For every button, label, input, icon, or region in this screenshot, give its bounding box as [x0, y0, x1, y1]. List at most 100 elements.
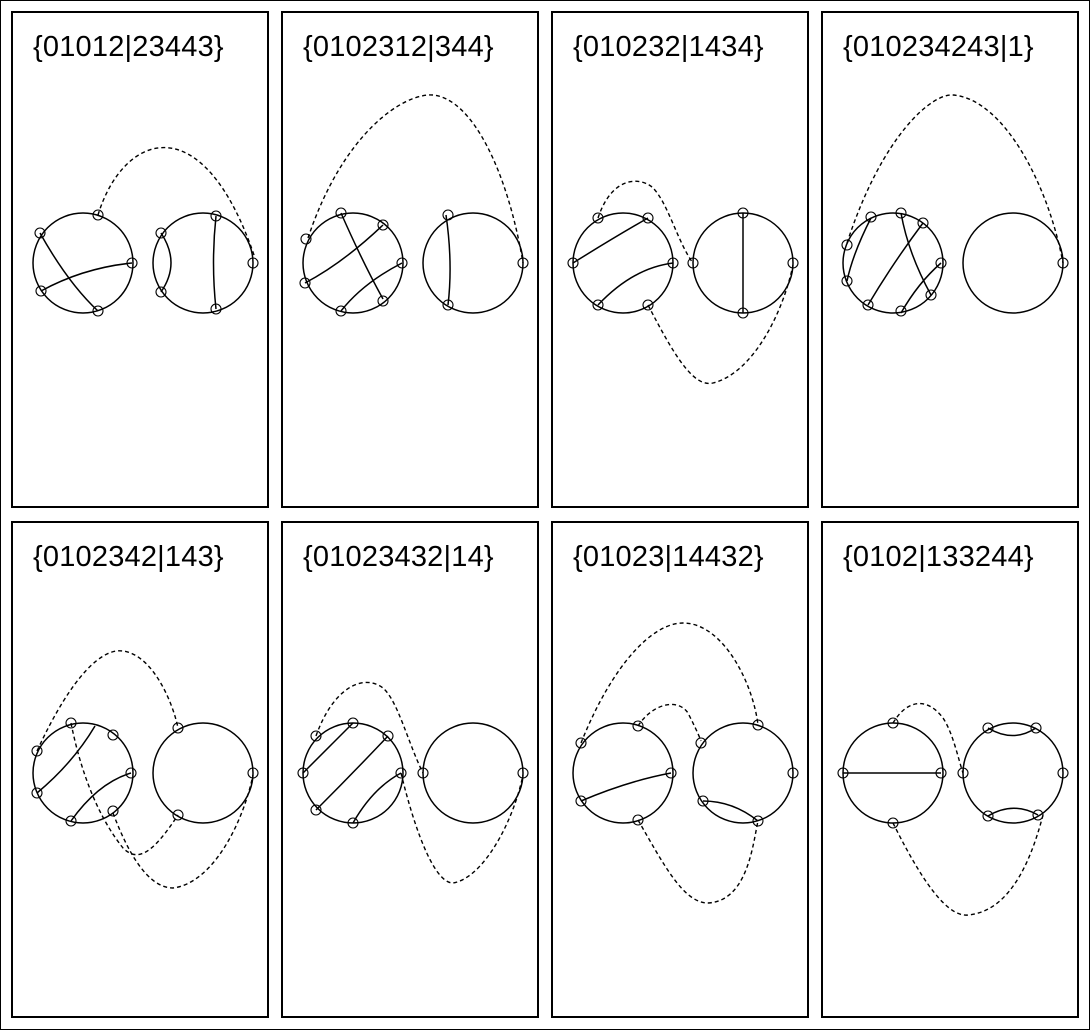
node-marker — [697, 795, 709, 807]
node-marker — [31, 745, 43, 757]
dashed-connection — [637, 703, 702, 742]
node-marker — [107, 729, 119, 741]
node-marker — [1057, 257, 1069, 269]
node-marker — [442, 299, 454, 311]
node-marker — [642, 212, 654, 224]
chord — [160, 232, 172, 293]
node-marker — [417, 767, 429, 779]
left-circle — [842, 212, 944, 314]
node-marker — [335, 305, 347, 317]
node-marker — [887, 817, 899, 829]
node-marker — [347, 817, 359, 829]
chord-diagram — [32, 146, 259, 317]
panel-label: {0102|133244} — [843, 541, 1034, 573]
chord — [597, 262, 674, 306]
dashed-connection — [846, 94, 1064, 264]
node-marker — [935, 257, 947, 269]
node-marker — [31, 787, 43, 799]
chord — [315, 735, 389, 811]
node-marker — [841, 275, 853, 287]
chord-diagram — [297, 681, 529, 884]
node-marker — [925, 289, 937, 301]
node-marker — [887, 717, 899, 729]
node-marker — [126, 257, 138, 269]
node-marker — [299, 277, 311, 289]
panel-8: {0102|133244} — [821, 521, 1079, 1018]
node-marker — [737, 307, 749, 319]
chord — [987, 727, 1037, 737]
node-marker — [575, 795, 587, 807]
dashed-connection — [307, 94, 524, 264]
node-marker — [695, 737, 707, 749]
node-marker — [575, 737, 587, 749]
node-marker — [377, 295, 389, 307]
panel-7: {01023|14432} — [551, 521, 809, 1018]
node-marker — [1032, 809, 1044, 821]
chord-diagram — [841, 94, 1069, 317]
node-marker — [347, 717, 359, 729]
panel-label: {0102342|143} — [33, 541, 224, 573]
node-marker — [172, 809, 184, 821]
node-marker — [592, 212, 604, 224]
node-marker — [155, 286, 167, 298]
node-marker — [917, 217, 929, 229]
dashed-connection — [580, 622, 759, 744]
left-circle — [302, 212, 404, 314]
dashed-connection — [637, 819, 759, 904]
node-marker — [592, 299, 604, 311]
chord — [572, 217, 649, 264]
node-marker — [895, 207, 907, 219]
right-circle — [422, 212, 524, 314]
node-marker — [667, 257, 679, 269]
left-circle — [32, 722, 134, 824]
node-marker — [517, 767, 529, 779]
dashed-connection — [97, 146, 256, 259]
panel-5: {0102342|143} — [11, 521, 269, 1018]
node-marker — [1030, 722, 1042, 734]
dashed-connection — [647, 264, 794, 385]
node-marker — [957, 767, 969, 779]
chord — [340, 212, 384, 300]
node-marker — [35, 285, 47, 297]
chord — [867, 222, 924, 306]
chord — [340, 262, 403, 312]
panel-label: {010234243|1} — [843, 31, 1034, 63]
right-circle — [962, 212, 1064, 314]
left-circle — [32, 212, 134, 314]
chord — [900, 212, 932, 296]
node-marker — [377, 219, 389, 231]
node-marker — [395, 767, 407, 779]
node-marker — [935, 767, 947, 779]
node-marker — [862, 299, 874, 311]
node-marker — [310, 804, 322, 816]
node-marker — [865, 211, 877, 223]
panel-2: {0102312|344} — [281, 11, 539, 508]
dashed-connection — [70, 722, 179, 856]
node-marker — [982, 810, 994, 822]
node-marker — [787, 257, 799, 269]
chord — [40, 262, 133, 292]
chord-diagram — [567, 180, 799, 385]
node-marker — [65, 815, 77, 827]
dashed-connection — [400, 772, 524, 884]
node-marker — [107, 805, 119, 817]
panel-label: {01012|23443} — [33, 31, 224, 63]
node-marker — [300, 233, 312, 245]
node-marker — [382, 730, 394, 742]
node-marker — [752, 815, 764, 827]
node-marker — [396, 257, 408, 269]
node-marker — [335, 207, 347, 219]
node-marker — [247, 257, 259, 269]
panel-6: {01023432|14} — [281, 521, 539, 1018]
chord — [580, 772, 672, 802]
chord — [352, 772, 402, 824]
node-marker — [837, 767, 849, 779]
chord — [36, 725, 96, 794]
node-marker — [517, 257, 529, 269]
node-marker — [210, 303, 222, 315]
node-marker — [210, 210, 222, 222]
node-marker — [982, 722, 994, 734]
chord-diagram — [31, 650, 259, 889]
right-circle — [692, 722, 794, 824]
chord — [445, 214, 451, 306]
